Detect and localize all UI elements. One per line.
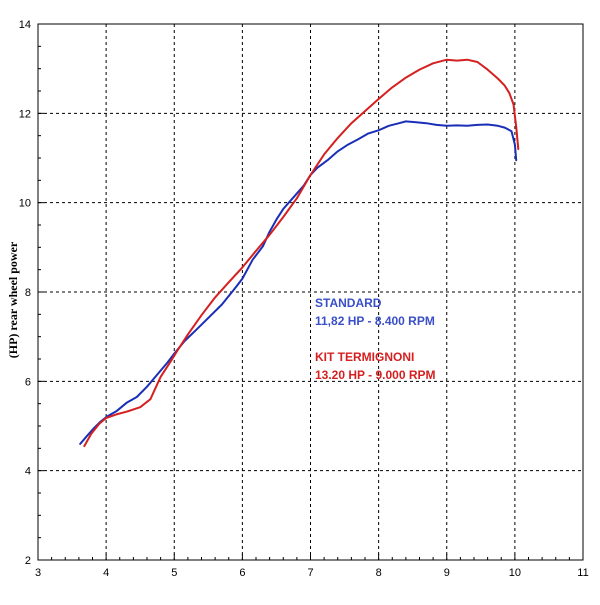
x-tick-label: 9 [444, 567, 450, 579]
x-tick-label: 6 [239, 567, 245, 579]
annotation-standard-value: 11,82 HP - 8.400 RPM [315, 314, 435, 328]
y-axis-label: (HP) rear wheel power [6, 241, 20, 358]
series-line-kit-termignoni [83, 58, 520, 448]
annotation-kit-termignoni-value: 13.20 HP - 9.000 RPM [315, 368, 436, 382]
axes [37, 23, 584, 561]
y-tick-label: 2 [25, 555, 31, 567]
annotation-kit-termignoni-title: KIT TERMIGNONI [315, 350, 414, 364]
series-lines [79, 58, 520, 448]
y-tick-label: 4 [25, 466, 31, 478]
x-tick-label: 3 [35, 567, 41, 579]
y-tick-label: 12 [19, 108, 31, 120]
grid [38, 24, 583, 560]
x-tick-label: 10 [509, 567, 521, 579]
x-tick-label: 5 [171, 567, 177, 579]
annotation-standard-title: STANDARD [315, 296, 382, 310]
x-tick-label: 8 [376, 567, 382, 579]
x-tick-label: 7 [307, 567, 313, 579]
y-tick-label: 10 [19, 198, 31, 210]
annotations: STANDARD 11,82 HP - 8.400 RPM KIT TERMIGNO… [315, 296, 436, 382]
x-tick-label: 11 [577, 567, 588, 579]
y-tick-label: 14 [19, 19, 31, 31]
tick-labels: 3 4 5 6 7 8 9 10 11 2 4 6 8 10 12 14 [19, 19, 589, 579]
x-tick-label: 4 [103, 567, 109, 579]
y-tick-label: 8 [25, 287, 31, 299]
y-tick-label: 6 [25, 376, 31, 388]
